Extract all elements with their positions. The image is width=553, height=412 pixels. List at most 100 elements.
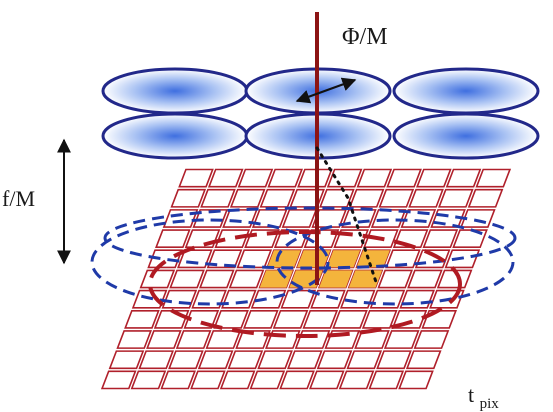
pixel-cell bbox=[303, 229, 340, 249]
blue-dashed-ellipse-right bbox=[275, 218, 515, 306]
pixel-cell bbox=[407, 269, 443, 289]
pixel-cell bbox=[467, 188, 504, 208]
lenslet-array bbox=[101, 67, 540, 160]
pixel-cell bbox=[200, 188, 236, 208]
pixel-cell bbox=[391, 309, 428, 329]
phi-arrow bbox=[295, 77, 357, 104]
lenslet bbox=[101, 112, 249, 160]
blue-dashed-ellipse-top bbox=[103, 206, 517, 270]
pixel-cell bbox=[160, 370, 196, 390]
pixel-cell bbox=[250, 289, 287, 309]
pixel-cell bbox=[197, 350, 234, 370]
pixel-cell bbox=[227, 350, 264, 370]
lenslet bbox=[101, 67, 249, 115]
pixel-cell bbox=[207, 168, 244, 188]
pixel-cell bbox=[267, 168, 303, 188]
pixel-cell bbox=[377, 269, 413, 289]
pixel-cell bbox=[213, 309, 249, 329]
pixel-cell bbox=[383, 330, 420, 349]
pixel-cell bbox=[124, 309, 160, 329]
highlighted-pixel bbox=[326, 250, 361, 268]
pixel-size-label-main: t bbox=[468, 382, 474, 407]
pixel-cell bbox=[310, 289, 346, 309]
pixel-cell bbox=[206, 249, 243, 269]
pixel-cell bbox=[399, 289, 435, 309]
pixel-cell bbox=[297, 168, 333, 188]
pixel-cell bbox=[363, 229, 399, 249]
lenslet bbox=[392, 67, 540, 115]
pixel-cell bbox=[376, 350, 412, 370]
highlighted-pixel bbox=[267, 250, 301, 268]
pixel-cell bbox=[147, 249, 183, 269]
pixel-cell bbox=[162, 209, 199, 228]
blue-dashed-ellipse-left bbox=[90, 218, 330, 306]
pixel-cell bbox=[184, 229, 221, 249]
pixel-cell bbox=[178, 168, 214, 188]
pixel-cell bbox=[259, 188, 296, 208]
pixel-cell bbox=[378, 188, 415, 208]
pixel-cell bbox=[221, 289, 257, 309]
pixel-cell bbox=[219, 370, 256, 390]
focal-label: f/M bbox=[2, 186, 35, 211]
pixel-cell bbox=[452, 229, 488, 249]
pixel-cell bbox=[361, 309, 398, 329]
pixel-cell bbox=[311, 209, 347, 228]
lenslet bbox=[392, 112, 540, 160]
pixel-cell bbox=[346, 350, 383, 370]
pixel-cell bbox=[116, 330, 152, 349]
pixel-cell bbox=[339, 289, 376, 309]
pixel-cell bbox=[294, 330, 331, 349]
pixel-cell bbox=[279, 370, 315, 390]
pixel-cell bbox=[444, 249, 481, 269]
pixel-cell bbox=[138, 350, 174, 370]
pixel-cell bbox=[236, 249, 273, 269]
pixel-size-label: t pix bbox=[468, 382, 499, 412]
pixel-cell bbox=[169, 269, 205, 289]
pixel-cell bbox=[348, 188, 385, 208]
footprint-ellipses bbox=[90, 206, 517, 338]
pixel-cell bbox=[272, 309, 309, 329]
pixel-cell bbox=[408, 188, 444, 208]
pixel-cell bbox=[287, 350, 323, 370]
pixel-cell bbox=[405, 350, 442, 370]
pixel-cell bbox=[175, 330, 212, 349]
highlighted-pixel bbox=[356, 250, 390, 268]
pixel-cell bbox=[316, 350, 353, 370]
pixel-cell bbox=[199, 269, 235, 289]
pixel-size-label-sub: pix bbox=[480, 396, 500, 412]
pixel-cell bbox=[139, 269, 176, 289]
pixel-cell bbox=[333, 229, 369, 249]
highlighted-pixel bbox=[348, 270, 383, 288]
pixel-cell bbox=[421, 309, 457, 329]
pixel-cell bbox=[155, 229, 191, 249]
dotted-ray bbox=[315, 146, 378, 284]
pixel-cell bbox=[436, 269, 473, 289]
pixel-cell bbox=[100, 370, 137, 390]
pixel-cell bbox=[244, 229, 280, 249]
highlighted-pixel bbox=[297, 250, 331, 268]
pixel-cell bbox=[146, 330, 182, 349]
pixel-cell bbox=[281, 209, 318, 228]
pixel-cell bbox=[170, 188, 207, 208]
pixel-cell bbox=[222, 209, 258, 228]
pixel-cell bbox=[324, 330, 361, 349]
pixel-cell bbox=[265, 330, 301, 349]
pixel-cell bbox=[235, 330, 271, 349]
pixel-cell bbox=[229, 188, 266, 208]
pixel-cell bbox=[338, 370, 375, 390]
red-dashed-ellipse bbox=[148, 230, 462, 338]
pixel-cell bbox=[249, 370, 286, 390]
pixel-cell bbox=[332, 309, 368, 329]
pixel-cell bbox=[108, 350, 145, 370]
pixel-cell bbox=[190, 370, 226, 390]
phi-label: Φ/M bbox=[342, 24, 388, 50]
pixel-cell bbox=[326, 168, 363, 188]
pixel-cell bbox=[413, 330, 450, 349]
pixel-cell bbox=[445, 168, 482, 188]
pixel-cell bbox=[414, 249, 451, 269]
pixel-cell bbox=[177, 249, 213, 269]
pixel-cell bbox=[386, 168, 422, 188]
pixel-cell bbox=[302, 309, 339, 329]
pixel-cell bbox=[438, 188, 474, 208]
